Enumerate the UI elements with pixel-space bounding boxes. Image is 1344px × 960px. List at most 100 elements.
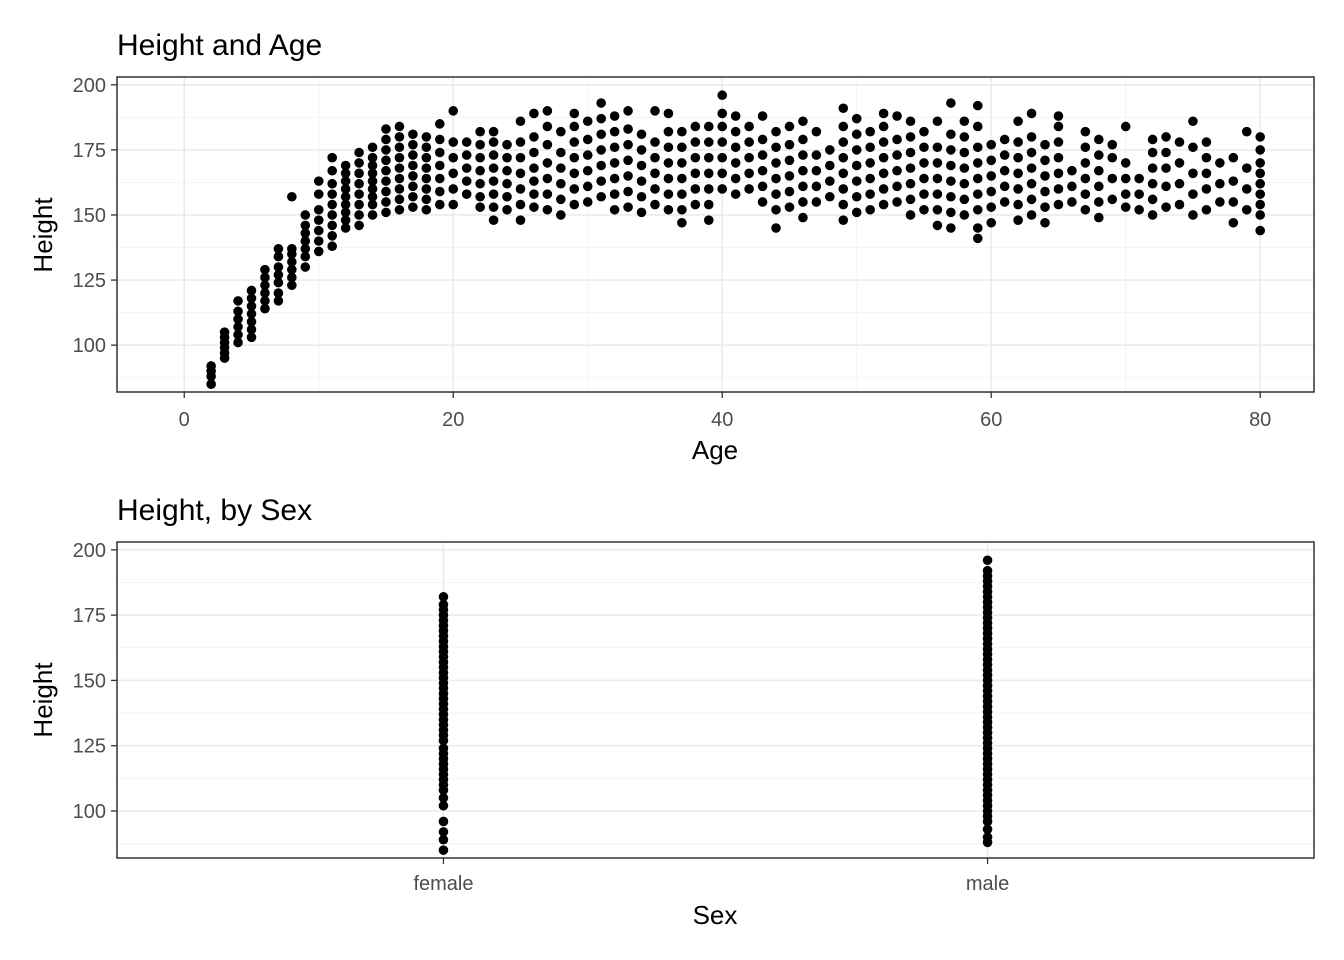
data-point	[1161, 181, 1171, 192]
data-point	[932, 158, 943, 168]
data-point	[367, 210, 378, 220]
data-point	[300, 228, 311, 238]
data-point	[609, 204, 620, 215]
data-point	[798, 165, 808, 176]
data-point	[556, 178, 566, 189]
data-point	[811, 150, 822, 160]
data-point	[327, 165, 337, 176]
data-point	[542, 189, 553, 199]
data-point	[515, 116, 526, 127]
data-point	[865, 158, 875, 168]
data-point	[1053, 168, 1064, 179]
data-point	[582, 134, 593, 145]
data-point	[771, 158, 781, 168]
data-point	[300, 220, 311, 231]
data-point	[327, 231, 337, 241]
data-point	[488, 202, 499, 212]
data-point	[999, 134, 1010, 145]
data-point	[932, 173, 943, 184]
chart2-x-axis: female male	[413, 858, 1009, 895]
data-point	[1215, 197, 1225, 207]
data-point	[1013, 137, 1023, 147]
data-point	[421, 142, 432, 153]
data-point	[421, 152, 432, 163]
data-point	[1053, 152, 1064, 163]
data-point	[354, 158, 364, 168]
data-point	[1174, 158, 1185, 168]
data-point	[1107, 152, 1118, 163]
data-point	[556, 163, 566, 173]
data-point	[300, 251, 311, 262]
data-point	[663, 142, 674, 153]
data-point	[354, 189, 364, 199]
data-point	[677, 173, 687, 184]
data-point	[1120, 202, 1131, 212]
data-point	[690, 121, 701, 132]
data-point	[340, 215, 351, 225]
data-point	[381, 165, 391, 176]
data-point	[919, 126, 929, 137]
data-point	[1067, 165, 1077, 176]
data-point	[1215, 178, 1225, 189]
data-point	[636, 191, 647, 202]
data-point	[798, 134, 808, 145]
data-point	[825, 160, 835, 171]
data-point	[1080, 158, 1091, 168]
data-point	[556, 126, 566, 137]
data-point	[946, 191, 956, 202]
data-point	[905, 147, 916, 158]
data-point	[408, 139, 418, 150]
data-point	[959, 132, 970, 142]
data-point	[434, 186, 445, 197]
data-point	[1255, 168, 1266, 179]
data-point	[596, 176, 606, 186]
data-point	[1215, 158, 1225, 168]
data-point	[838, 137, 849, 147]
data-point	[1188, 142, 1198, 153]
data-point	[946, 98, 956, 108]
data-point	[959, 194, 970, 205]
data-point	[986, 139, 997, 150]
data-point	[327, 199, 337, 210]
data-point	[703, 168, 714, 179]
data-point	[1053, 199, 1064, 210]
data-point	[438, 816, 449, 827]
chart2-x-tick-label: female	[413, 873, 473, 895]
data-point	[287, 264, 297, 275]
data-point	[582, 181, 593, 192]
data-point	[757, 111, 768, 121]
data-point	[905, 194, 916, 205]
data-point	[1134, 189, 1144, 199]
data-point	[529, 163, 539, 173]
data-point	[394, 121, 405, 132]
data-point	[636, 145, 647, 155]
data-point	[636, 207, 647, 218]
chart2-y-tick-label: 125	[73, 736, 106, 758]
data-point	[1201, 204, 1212, 215]
data-point	[1134, 173, 1144, 184]
data-point	[717, 137, 728, 147]
data-point	[233, 314, 243, 324]
data-point	[1107, 173, 1118, 184]
data-point	[1188, 189, 1198, 199]
data-point	[905, 116, 916, 127]
data-point	[1026, 108, 1037, 119]
data-point	[556, 210, 566, 220]
chart1-x-tick-label: 60	[980, 409, 1002, 431]
data-point	[1120, 121, 1131, 132]
chart1-x-tick-label: 80	[1249, 409, 1271, 431]
data-point	[394, 173, 405, 184]
data-point	[233, 306, 243, 317]
data-point	[690, 199, 701, 210]
data-point	[340, 176, 351, 186]
data-point	[663, 204, 674, 215]
data-point	[905, 210, 916, 220]
data-point	[878, 108, 889, 119]
data-point	[394, 163, 405, 173]
data-point	[838, 121, 849, 132]
data-point	[972, 100, 983, 111]
data-point	[246, 316, 257, 327]
data-point	[394, 132, 405, 142]
data-point	[327, 189, 337, 199]
data-point	[744, 168, 754, 179]
